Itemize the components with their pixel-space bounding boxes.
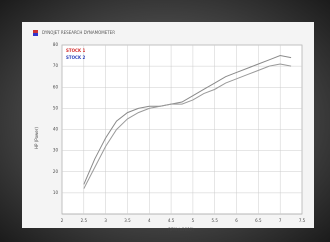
y-tick-label: 40 xyxy=(53,127,59,132)
y-tick-label: 30 xyxy=(53,148,59,153)
y-tick-label: 60 xyxy=(53,84,59,89)
y-tick-label: 80 xyxy=(53,42,59,47)
legend-entry: STOCK 2 xyxy=(66,55,85,60)
y-tick-label: 20 xyxy=(53,169,59,174)
x-tick-label: 6.5 xyxy=(255,218,262,223)
x-tick-label: 3.5 xyxy=(124,218,131,223)
x-tick-label: 5.5 xyxy=(212,218,219,223)
x-tick-label: 6 xyxy=(235,218,238,223)
x-tick-label: 4.5 xyxy=(168,218,175,223)
x-tick-label: 7.5 xyxy=(299,218,306,223)
chart-title: DYNOJET RESEARCH DYNAMOMETER xyxy=(42,30,115,35)
x-tick-label: 3 xyxy=(104,218,107,223)
x-axis-label: RPM (x1000) xyxy=(168,227,194,232)
x-tick-label: 5 xyxy=(192,218,195,223)
x-tick-label: 2.5 xyxy=(81,218,88,223)
x-tick-label: 2 xyxy=(61,218,64,223)
y-tick-label: 10 xyxy=(53,190,59,195)
y-axis-label: HP (Power) xyxy=(34,127,39,149)
screen: DYNOJET RESEARCH DYNAMOMETER HP (Power) … xyxy=(0,0,330,242)
flag xyxy=(33,33,38,36)
flag xyxy=(33,30,38,33)
legend-entry: STOCK 1 xyxy=(66,48,85,53)
y-tick-label: 70 xyxy=(53,63,59,68)
x-tick-label: 7 xyxy=(279,218,282,223)
y-tick-label: 50 xyxy=(53,105,59,110)
